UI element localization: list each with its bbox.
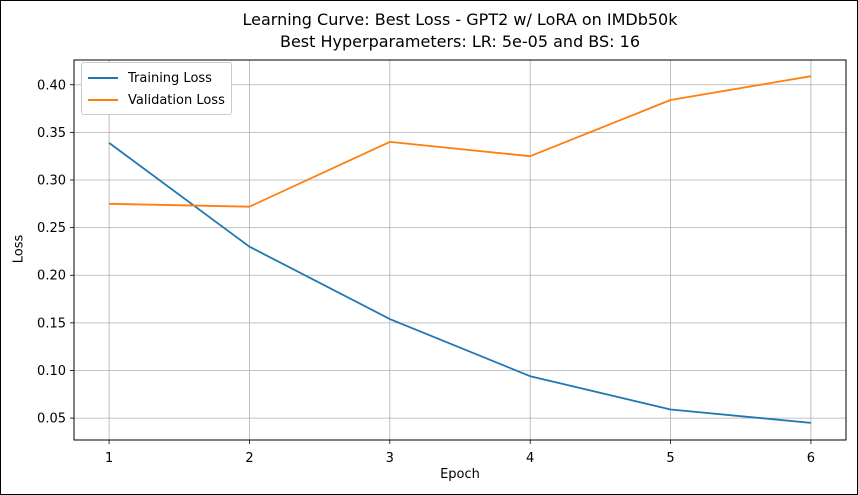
plot-area [73,59,847,441]
legend-item-validation: Validation Loss [88,89,225,111]
x-tick-label: 4 [526,451,534,466]
x-tick-label: 1 [105,451,113,466]
y-tick-label: 0.05 [37,412,66,427]
axis-ticks: 1 2 3 4 5 6 0.05 0.10 0.15 0.20 0.25 0.30 0.35 0.40 [37,78,815,466]
y-tick-label: 0.25 [37,221,66,236]
x-tick-label: 2 [245,451,253,466]
chart-subtitle: Best Hyperparameters: LR: 5e-05 and BS: … [279,32,640,51]
chart-title: Learning Curve: Best Loss - GPT2 w/ LoRA… [242,10,678,29]
legend-label-training: Training Loss [128,70,212,86]
series-lines [108,75,812,424]
y-tick-label: 0.40 [37,78,66,93]
grid [74,60,846,440]
y-tick-label: 0.15 [37,316,66,331]
legend-swatch-training [88,77,118,79]
x-tick-label: 5 [666,451,674,466]
x-axis-label: Epoch [440,467,480,482]
legend-swatch-validation [88,99,118,101]
legend-label-validation: Validation Loss [128,92,225,108]
legend: Training Loss Validation Loss [81,62,232,115]
y-tick-label: 0.10 [37,364,66,379]
y-tick-label: 0.20 [37,269,66,284]
validation-loss-line [109,75,812,208]
training-loss-line [108,142,811,424]
legend-item-training: Training Loss [88,67,225,89]
y-axis-label: Loss [11,234,27,264]
x-tick-label: 6 [807,451,815,466]
y-tick-label: 0.30 [37,174,66,189]
x-tick-label: 3 [386,451,394,466]
y-tick-label: 0.35 [37,126,66,141]
